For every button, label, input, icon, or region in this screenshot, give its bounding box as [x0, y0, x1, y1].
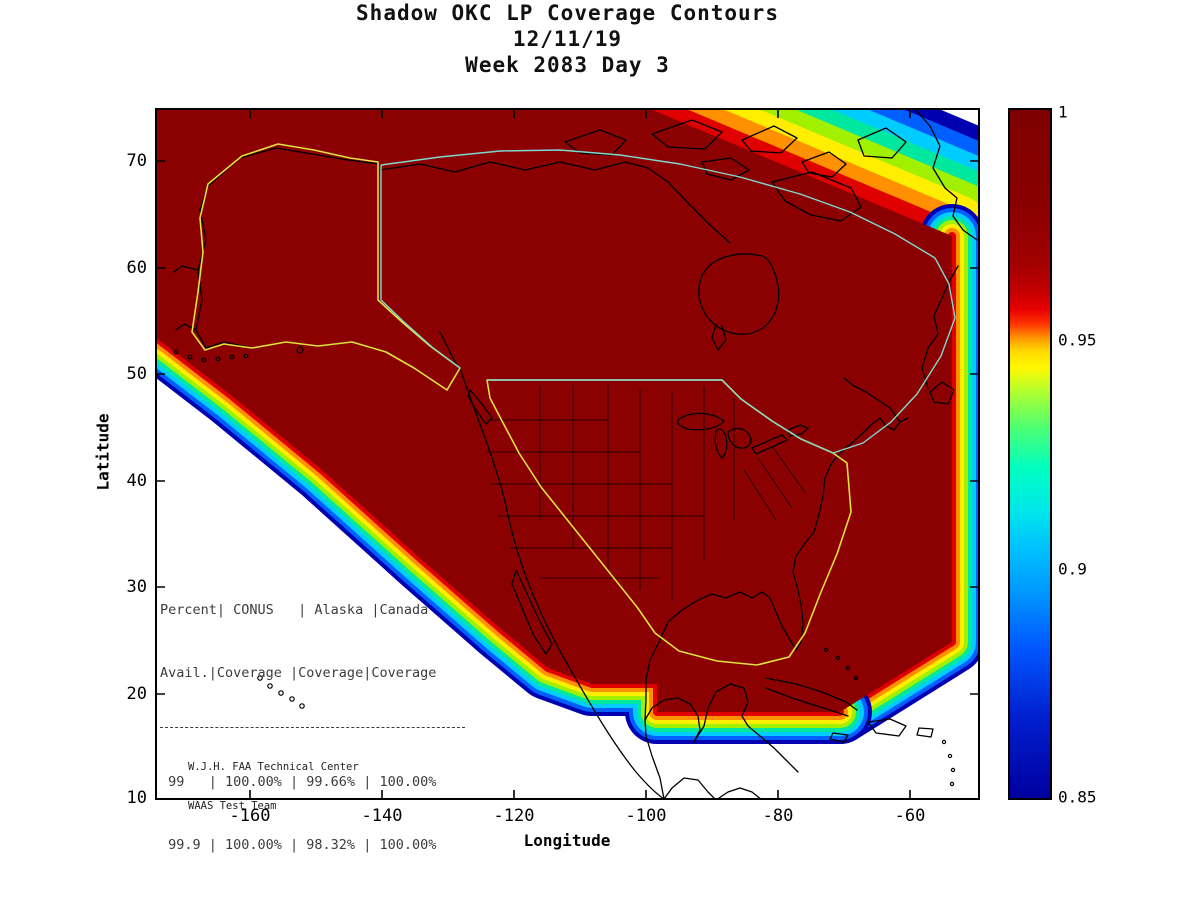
- chart-week-day: Week 2083 Day 3: [465, 53, 670, 77]
- coverage-table-separator: [160, 727, 465, 728]
- y-tick-label: 70: [126, 151, 147, 171]
- credit-line-2: WAAS Test Team: [188, 800, 277, 812]
- islands: [173, 346, 956, 787]
- colorbar-tick-label: 1: [1058, 102, 1068, 122]
- credit-line-1: W.J.H. FAA Technical Center: [188, 761, 359, 773]
- coverage-table-header-2: Avail.|Coverage |Coverage|Coverage: [160, 665, 437, 681]
- contour-map: [155, 108, 980, 800]
- coverage-core-region: [155, 108, 952, 712]
- y-tick-label: 30: [126, 577, 147, 597]
- x-tick-label: -60: [894, 806, 926, 826]
- state-borders: [487, 385, 807, 600]
- coastline: [173, 108, 978, 800]
- x-axis-label: Longitude: [523, 831, 611, 850]
- y-tick-label: 40: [126, 471, 147, 491]
- canada-service-area-outline: [380, 149, 956, 454]
- colorbar-tick-label: 0.9: [1058, 559, 1087, 579]
- coverage-table-row: 99 | 100.00% | 99.66% | 100.00%: [160, 774, 437, 790]
- colorbar-tick-label: 0.85: [1058, 787, 1097, 807]
- chart-title: Shadow OKC LP Coverage Contours: [356, 1, 779, 25]
- coverage-table-header-1: Percent| CONUS | Alaska |Canada: [160, 602, 429, 618]
- y-tick-label: 10: [126, 788, 147, 808]
- y-tick-label: 20: [126, 684, 147, 704]
- x-tick-label: -120: [493, 806, 535, 826]
- x-tick-label: -80: [762, 806, 794, 826]
- coverage-table: Percent| CONUS | Alaska |Canada Avail.|C…: [160, 558, 465, 900]
- credit-annotation: W.J.H. FAA Technical Center WAAS Test Te…: [188, 735, 359, 839]
- coverage-table-row: 99.9 | 100.00% | 98.32% | 100.00%: [160, 837, 437, 853]
- colorbar: [1008, 108, 1052, 800]
- x-tick-label: -160: [229, 806, 271, 826]
- axes-box: [155, 108, 980, 800]
- y-tick-label: 60: [126, 258, 147, 278]
- x-tick-label: -100: [625, 806, 667, 826]
- chart-date: 12/11/19: [512, 27, 623, 51]
- tick-marks: [156, 109, 979, 799]
- chart-title-block: Shadow OKC LP Coverage Contours 12/11/19…: [155, 0, 980, 78]
- x-tick-label: -140: [361, 806, 403, 826]
- colorbar-tick-label: 0.95: [1058, 330, 1097, 350]
- y-tick-label: 50: [126, 364, 147, 384]
